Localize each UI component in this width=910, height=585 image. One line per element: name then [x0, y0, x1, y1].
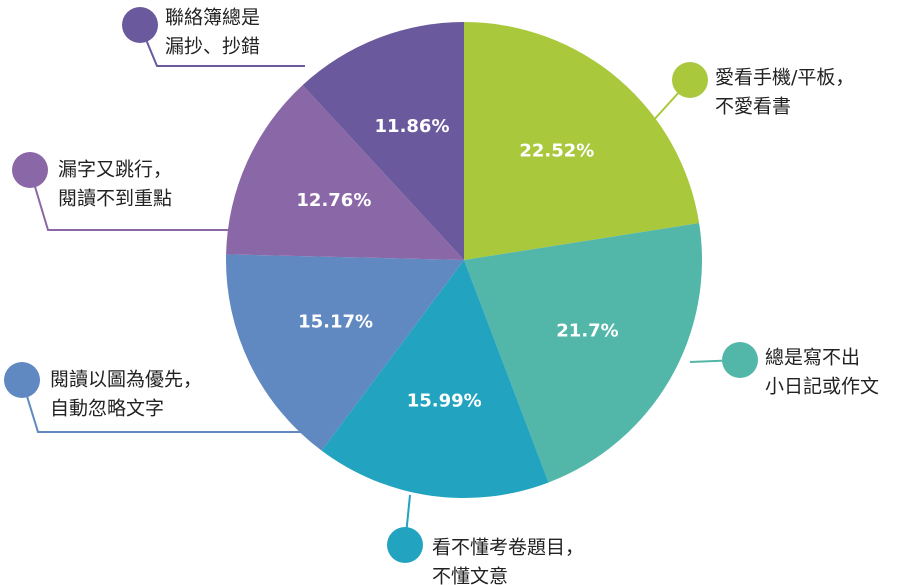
category-label: 小日記或作文: [765, 376, 879, 398]
slice-value-label: 12.76%: [296, 190, 371, 211]
slice-value-label: 15.17%: [298, 311, 373, 332]
leader-line: [29, 169, 230, 231]
category-label: 閱讀不到重點: [58, 188, 172, 210]
slice-value-label: 11.86%: [375, 116, 450, 137]
legend-dot: [387, 527, 423, 563]
leader-line: [21, 379, 330, 433]
pie-slice: [226, 254, 464, 451]
pie-slice: [464, 223, 703, 483]
pie-slice: [226, 85, 464, 260]
legend-dot: [12, 152, 48, 188]
category-label: 總是寫不出: [765, 347, 860, 369]
category-label: 看不懂考卷題目，: [432, 537, 584, 559]
legend-dot: [722, 342, 758, 378]
category-label: 愛看手機/平板，: [715, 67, 854, 89]
slice-value-label: 15.99%: [407, 390, 482, 411]
category-label: 聯絡簿總是: [165, 7, 260, 29]
slice-value-label: 21.7%: [556, 321, 618, 342]
category-label: 漏抄、抄錯: [165, 36, 260, 58]
legend-dot: [672, 62, 708, 98]
category-label: 漏字又跳行，: [58, 159, 172, 181]
legend-dot: [122, 7, 158, 43]
pie-slice: [321, 260, 549, 499]
slice-value-label: 22.52%: [519, 140, 594, 161]
category-label: 自動忽略文字: [50, 398, 164, 420]
legend-dot: [4, 362, 40, 398]
pie-slice: [464, 22, 700, 260]
pie-slice: [302, 22, 464, 260]
category-label: 閱讀以圖為優先，: [50, 369, 202, 391]
category-label: 不愛看書: [715, 96, 791, 118]
category-label: 不懂文意: [432, 566, 508, 585]
